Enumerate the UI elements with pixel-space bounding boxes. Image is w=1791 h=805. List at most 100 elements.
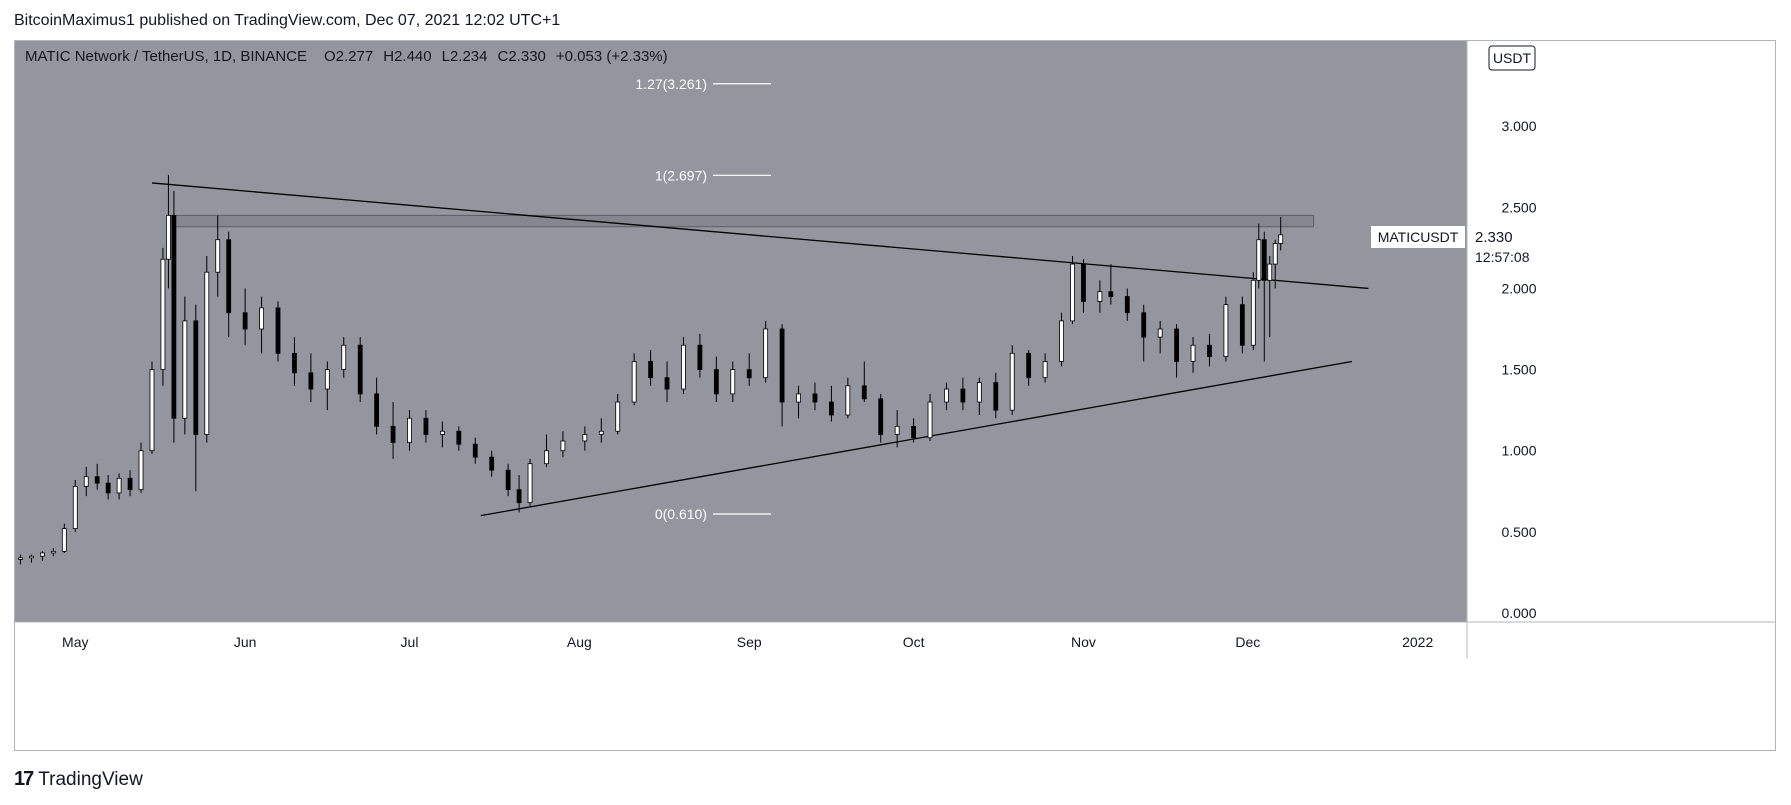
tradingview-brand: TradingView [38,768,143,790]
candle-body [779,328,785,403]
legend-high-value: 2.440 [394,48,432,65]
candle [171,191,177,443]
candle-body [1190,344,1196,362]
candle [1174,324,1179,378]
candle [407,410,412,451]
y-axis-tick-label: 1.000 [1501,443,1536,459]
candle [83,466,89,497]
candle-body [182,320,188,419]
candle [72,479,78,532]
candle-body [861,385,867,400]
candle-body [1223,304,1229,357]
currency-badge[interactable]: USDT [1493,50,1532,66]
candle [544,434,549,467]
descending-trendline [151,182,1369,290]
candle-body [374,393,380,427]
price-tag: 2.330 [1475,229,1513,246]
candle [779,324,785,427]
candle [39,551,45,562]
candle [341,337,347,378]
legend-close-label: C [498,48,509,65]
candle [878,393,884,443]
candle [615,393,621,435]
x-axis-tick-label: Dec [1235,634,1260,650]
candle [1250,272,1256,351]
candlestick-chart[interactable]: 1.27(3.261) 1(2.697) 0(0.610) 0.000 0.500 1.… [15,41,1775,750]
candle [374,377,380,435]
candle [681,337,686,394]
candle [894,410,900,448]
y-axis-tick-label: 2.000 [1501,280,1536,296]
candle [631,353,637,406]
candle [29,554,34,563]
candle [1070,255,1075,325]
candle [390,402,396,459]
chart-frame[interactable]: 1.27(3.261) 1(2.697) 0(0.610) 0.000 0.500 1.… [14,40,1776,751]
candle-body [308,372,314,390]
candle-body [505,469,511,491]
candle-body [105,482,111,494]
candle-body [1256,239,1262,281]
candle [582,426,588,451]
candle [472,437,478,464]
candle-body [472,443,478,458]
candle-body [215,239,221,273]
currency-badge-box[interactable] [1488,45,1536,71]
candle [1278,217,1284,251]
candle [116,473,122,500]
candle-body [746,369,752,379]
candle [993,372,999,419]
candle [796,385,801,419]
candle-body [204,271,210,435]
x-axis-tick-label: Oct [903,634,925,650]
candle [456,426,462,451]
candle [730,361,736,403]
candle [1267,255,1273,338]
candle-body [993,382,999,411]
candle-body [582,434,588,442]
y-axis-tick-label: 3.000 [1501,118,1536,134]
candle-body [439,430,445,435]
candle [357,337,363,403]
candle [829,385,834,422]
candle-body [390,425,396,444]
x-axis-tick-label: Aug [567,634,592,650]
candle-body [1207,344,1212,357]
candle-body [160,258,166,370]
legend-open-value: 2.277 [336,48,374,65]
candle-body [1070,263,1075,322]
plot-area[interactable] [15,41,1467,622]
candle-body [527,463,533,504]
candle-body [193,320,199,435]
candle [1108,264,1114,305]
tradingview-logo[interactable]: 17 TradingView [14,768,143,791]
candle-body [275,307,281,354]
candle [697,333,703,378]
candle-body [598,430,604,435]
candle-body [730,369,736,395]
candle [138,442,144,493]
candle-body [845,385,851,416]
y-axis-tick-label: 2.500 [1501,199,1536,215]
ascending-trendline [480,360,1353,517]
candle-body [1042,361,1048,379]
candle [439,421,445,448]
candle-body [1267,263,1273,281]
x-axis-tick-label: May [62,634,88,650]
candle-body [631,361,637,403]
candle [1141,304,1147,362]
candle [713,356,719,403]
candle-body [829,401,834,416]
candle [505,463,511,497]
candle-body [127,477,133,491]
x-axis-tick-label: Sep [737,634,762,650]
candle [193,304,199,492]
candle-body [116,477,122,494]
candle [927,393,933,441]
candle-body [1250,279,1256,346]
candle [226,231,232,338]
candle-body [94,476,100,484]
legend-open-label: O [324,48,336,65]
candle [648,350,653,386]
candle-body [1278,234,1284,244]
